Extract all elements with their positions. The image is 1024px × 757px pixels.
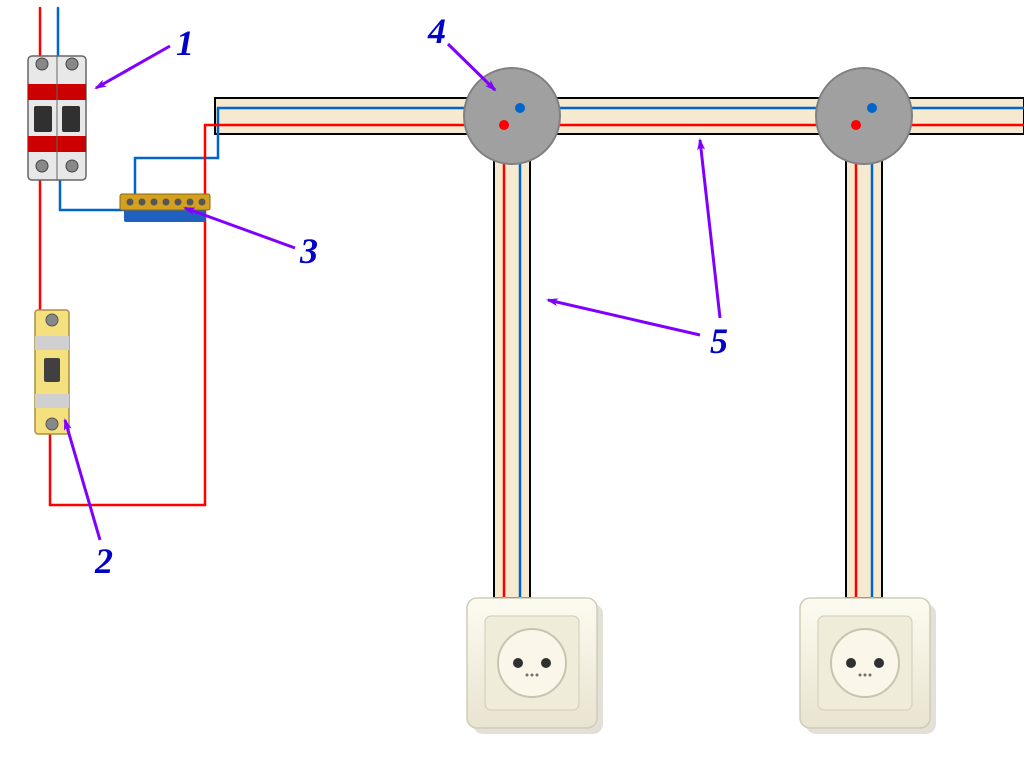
junction-box — [816, 68, 912, 164]
wiring-diagram — [0, 0, 1024, 757]
power-socket-2 — [800, 598, 936, 734]
double-pole-breaker — [28, 56, 86, 180]
junction-box — [464, 68, 560, 164]
single-pole-breaker — [35, 310, 69, 434]
power-socket-1 — [467, 598, 603, 734]
neutral-busbar — [120, 194, 210, 222]
